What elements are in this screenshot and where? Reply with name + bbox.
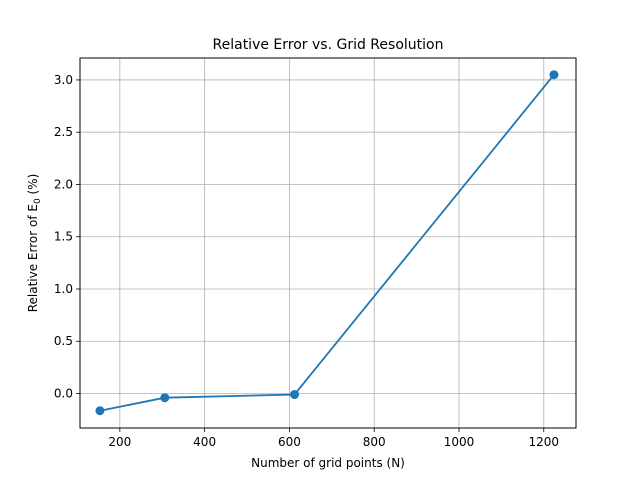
data-point-marker: [95, 406, 105, 416]
x-tick-label: 800: [363, 435, 386, 449]
data-point-marker: [160, 393, 170, 403]
series-line: [99, 74, 555, 412]
y-axis-label-suffix: (%): [26, 174, 40, 199]
y-tick-label: 3.0: [54, 73, 73, 87]
series-layer: [95, 70, 559, 416]
data-point-marker: [290, 390, 300, 400]
y-axis-label-main: Relative Error of E: [26, 204, 40, 312]
y-axis-label-subscript: 0: [33, 198, 43, 204]
x-tick-label: 200: [108, 435, 131, 449]
y-tick-label: 2.0: [54, 177, 73, 191]
grid: [80, 58, 576, 428]
y-tick-label: 1.0: [54, 282, 73, 296]
x-tick-label: 1000: [444, 435, 475, 449]
data-point-marker: [549, 70, 559, 80]
x-tick-label: 400: [193, 435, 216, 449]
x-tick-label: 600: [278, 435, 301, 449]
y-axis-label: Relative Error of E0 (%): [26, 174, 43, 313]
y-tick-label: 0.5: [54, 334, 73, 348]
y-tick-label: 0.0: [54, 387, 73, 401]
chart-title: Relative Error vs. Grid Resolution: [213, 37, 444, 53]
y-tick-label: 2.5: [54, 125, 73, 139]
plot-area-frame: [79, 57, 577, 429]
x-axis-label: Number of grid points (N): [251, 456, 405, 470]
y-axis-ticks: 0.0 0.5 1.0 1.5 2.0 2.5 3.0: [54, 73, 80, 401]
x-tick-label: 1200: [529, 435, 560, 449]
y-tick-label: 1.5: [54, 230, 73, 244]
x-axis-ticks: 200 400 600 800 1000 1200: [108, 428, 559, 449]
